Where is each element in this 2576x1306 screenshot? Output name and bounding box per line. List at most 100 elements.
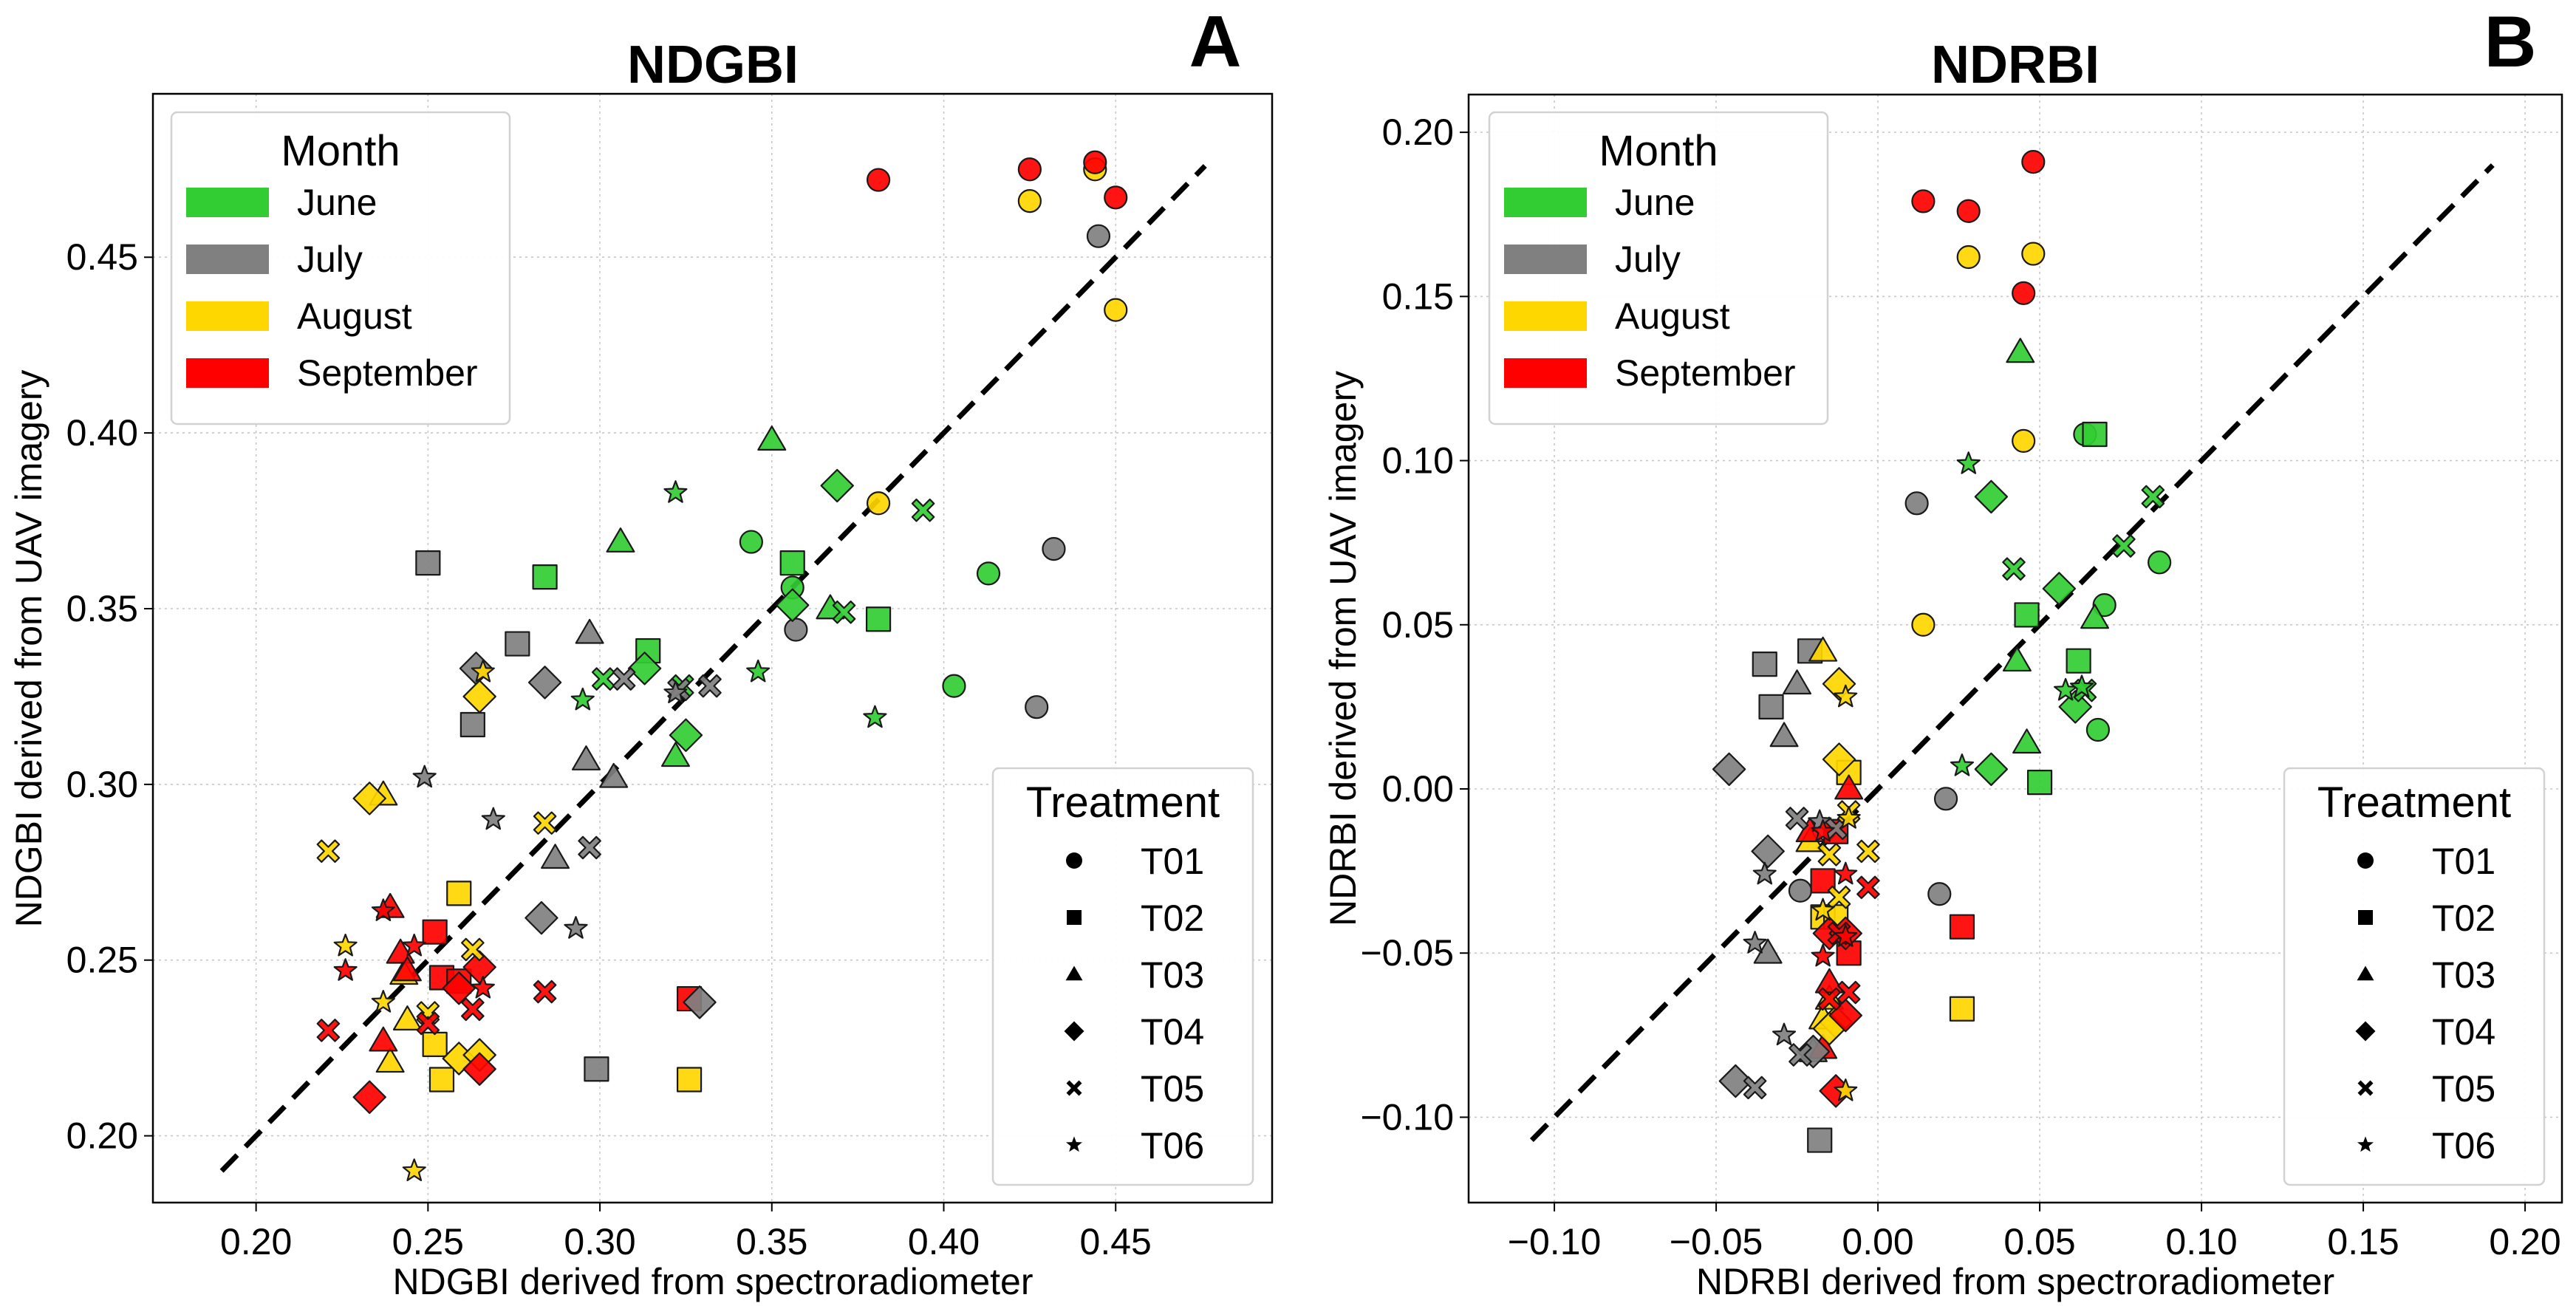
data-point-june-t06 bbox=[863, 705, 887, 728]
data-point-september-t06 bbox=[333, 958, 358, 981]
data-point-august-t01 bbox=[866, 491, 891, 516]
data-point-july-t05 bbox=[1788, 1043, 1812, 1067]
legend-swatch-august bbox=[1504, 301, 1587, 331]
panel-title: NDRBI bbox=[1931, 35, 2100, 95]
data-point-september-t06 bbox=[471, 975, 495, 999]
axes-frame bbox=[151, 92, 1274, 1204]
data-point-june-t03 bbox=[2080, 604, 2110, 629]
data-point-july-t02 bbox=[584, 1056, 609, 1082]
square-marker-icon bbox=[2358, 910, 2373, 925]
y-tick-label: 0.25 bbox=[66, 940, 138, 981]
data-point-july-t03 bbox=[1769, 722, 1799, 748]
data-point-august-t03 bbox=[1808, 636, 1838, 662]
data-point-july-t02 bbox=[1752, 652, 1777, 677]
data-point-september-t05 bbox=[533, 980, 557, 1004]
legend-label: T06 bbox=[1141, 1125, 1204, 1166]
panel-a: NDGBI A 0.20 0.25 0.30 0.35 0.40 0.45 0.200.2… bbox=[8, 1, 1274, 1302]
data-point-september-t06 bbox=[371, 898, 395, 921]
triangle-marker-icon bbox=[1065, 965, 1083, 981]
data-point-june-t04 bbox=[669, 718, 703, 752]
data-point-july-t05 bbox=[1785, 807, 1809, 830]
axes-frame bbox=[1467, 93, 2563, 1204]
data-point-august-t01 bbox=[1956, 245, 1981, 270]
data-point-july-t06 bbox=[1743, 931, 1767, 954]
x-tick-label: 0.10 bbox=[2165, 1221, 2237, 1262]
x-axis-ticks: −0.10 −0.05 0.00 0.05 0.10 0.15 0.20 bbox=[1508, 1203, 2561, 1262]
x-axis-label: NDGBI derived from spectroradiometer bbox=[393, 1261, 1034, 1302]
legend-label: T03 bbox=[1141, 954, 1204, 996]
data-point-june-t02 bbox=[2026, 770, 2053, 796]
x-tick-label: 0.15 bbox=[2327, 1221, 2399, 1262]
legend-label: T03 bbox=[2432, 954, 2495, 996]
legend-label: T05 bbox=[1141, 1068, 1204, 1110]
data-point-july-t04 bbox=[527, 666, 562, 700]
y-tick-label: 0.35 bbox=[66, 588, 138, 629]
data-point-june-t01 bbox=[739, 530, 763, 554]
data-point-september-t03 bbox=[1814, 968, 1844, 994]
data-point-august-t03 bbox=[392, 1005, 422, 1030]
data-point-august-t01 bbox=[1104, 298, 1128, 322]
x-filled-marker-icon bbox=[1066, 1080, 1082, 1096]
legend-label: September bbox=[1615, 352, 1796, 394]
data-point-july-t03 bbox=[1783, 669, 1812, 695]
legend-treatment: Treatment T01 T02 T03 T04 T05 T06 bbox=[991, 767, 1254, 1186]
y-tick-label: 0.30 bbox=[66, 764, 138, 805]
reference-line-group bbox=[219, 164, 1207, 1173]
legend-label: June bbox=[1615, 182, 1695, 223]
circle-marker-icon bbox=[2357, 852, 2374, 869]
data-point-september-t06 bbox=[1834, 861, 1858, 885]
data-point-july-t01 bbox=[1927, 882, 1952, 906]
y-axis-ticks: −0.10 −0.05 0.00 0.05 0.10 0.15 0.20 bbox=[1360, 112, 1469, 1138]
data-point-june-t03 bbox=[2006, 338, 2035, 363]
x-filled-marker-icon bbox=[2357, 1080, 2374, 1096]
data-point-june-t04 bbox=[1974, 752, 2009, 787]
x-tick-label: 0.30 bbox=[564, 1221, 635, 1262]
x-tick-label: 0.20 bbox=[2489, 1221, 2560, 1262]
data-point-july-t01 bbox=[1788, 878, 1813, 903]
x-tick-label: 0.00 bbox=[1842, 1221, 1913, 1262]
data-point-july-t05 bbox=[1743, 1076, 1767, 1100]
data-point-august-t05 bbox=[1817, 843, 1842, 866]
legend-label: T04 bbox=[1141, 1011, 1204, 1053]
data-point-september-t01 bbox=[1017, 157, 1042, 182]
data-point-july-t04 bbox=[1718, 1064, 1753, 1098]
data-point-august-t04 bbox=[352, 782, 386, 816]
data-point-august-t06 bbox=[402, 1158, 426, 1181]
one-to-one-reference-line bbox=[219, 164, 1207, 1173]
data-point-august-t02 bbox=[422, 1031, 448, 1058]
data-point-july-t03 bbox=[575, 618, 604, 644]
data-point-september-t04 bbox=[352, 1080, 386, 1114]
legend-label: T01 bbox=[2432, 841, 2495, 882]
data-point-june-t02 bbox=[2082, 421, 2108, 448]
data-point-august-t05 bbox=[1856, 839, 1880, 864]
data-point-june-t05 bbox=[2141, 485, 2165, 509]
data-point-august-t05 bbox=[316, 839, 341, 864]
data-point-september-t01 bbox=[2012, 281, 2036, 305]
data-point-july-t06 bbox=[663, 680, 688, 703]
data-point-september-t02 bbox=[1949, 914, 1975, 940]
data-point-july-t06 bbox=[412, 765, 437, 788]
data-point-july-t01 bbox=[1933, 787, 1958, 811]
data-point-june-t05 bbox=[2002, 557, 2026, 581]
data-point-august-t02 bbox=[676, 1067, 703, 1093]
x-tick-label: 0.35 bbox=[736, 1221, 807, 1262]
legend-swatch-august bbox=[186, 301, 269, 331]
legend-treatment: Treatment T01 T02 T03 T04 T05 T06 bbox=[2283, 767, 2546, 1186]
panel-letter: B bbox=[2484, 1, 2537, 82]
data-point-august-t01 bbox=[1017, 189, 1042, 213]
data-point-june-t04 bbox=[820, 468, 854, 503]
legend-title: Treatment bbox=[2317, 779, 2511, 827]
x-tick-label: −0.05 bbox=[1670, 1221, 1763, 1262]
data-point-july-t06 bbox=[481, 807, 505, 830]
data-point-august-t06 bbox=[1811, 898, 1835, 921]
data-point-june-t02 bbox=[865, 606, 892, 632]
data-point-july-t02 bbox=[505, 631, 530, 657]
data-point-june-t04 bbox=[2042, 572, 2077, 606]
data-point-july-t04 bbox=[525, 900, 558, 935]
data-point-august-t04 bbox=[1822, 742, 1856, 776]
data-point-july-t02 bbox=[415, 550, 441, 576]
data-point-june-t06 bbox=[2069, 674, 2094, 698]
data-point-august-t04 bbox=[1822, 667, 1856, 701]
data-point-july-t01 bbox=[1025, 695, 1049, 719]
data-point-june-t01 bbox=[976, 561, 1001, 586]
